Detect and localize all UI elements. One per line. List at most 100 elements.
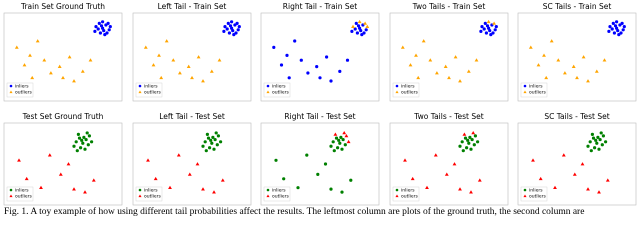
circle-marker: [360, 33, 364, 37]
circle-marker: [362, 31, 366, 35]
legend-box: [520, 186, 548, 202]
circle-marker: [103, 33, 107, 37]
circle-marker: [480, 25, 484, 29]
circle-marker: [234, 31, 238, 35]
circle-marker: [233, 23, 237, 27]
circle-marker: [469, 147, 473, 151]
circle-marker: [315, 65, 319, 69]
triangle-marker: [469, 190, 473, 194]
legend-label: outliers: [144, 194, 161, 200]
circle-marker: [608, 25, 612, 29]
triangle-marker: [452, 162, 457, 166]
triangle-marker: [212, 190, 216, 194]
legend-label: inliers: [529, 188, 543, 194]
triangle-marker: [433, 153, 438, 157]
triangle-marker: [605, 178, 610, 182]
circle-marker: [216, 134, 220, 138]
panel-title: SC Tails - Train Set: [543, 2, 612, 11]
circle-marker: [354, 21, 358, 25]
triangle-marker: [443, 64, 448, 68]
triangle-marker: [159, 75, 164, 80]
circle-marker: [601, 134, 606, 138]
circle-marker: [306, 71, 310, 75]
circle-marker: [96, 27, 100, 31]
triangle-marker: [542, 53, 546, 57]
triangle-marker: [528, 45, 533, 49]
circle-marker: [287, 76, 291, 80]
circle-marker: [93, 29, 97, 33]
triangle-marker: [28, 53, 32, 57]
triangle-marker: [434, 71, 439, 75]
circle-marker: [299, 58, 303, 62]
legend-box: [263, 186, 291, 202]
triangle-marker: [24, 176, 29, 181]
triangle-marker: [580, 162, 585, 166]
circle-marker: [305, 153, 309, 157]
circle-marker: [619, 31, 623, 35]
circle-marker: [615, 26, 619, 30]
triangle-marker: [346, 139, 351, 144]
circle-marker: [604, 140, 608, 144]
triangle-marker: [458, 79, 462, 83]
circle-marker: [598, 137, 602, 142]
circle-marker: [219, 140, 223, 144]
circle-marker: [329, 79, 333, 83]
circle-marker: [296, 186, 300, 190]
triangle-marker: [143, 45, 148, 49]
triangle-marker: [168, 185, 172, 190]
legend-label: inliers: [144, 188, 158, 194]
circle-marker: [79, 146, 83, 150]
circle-marker: [597, 147, 601, 151]
panel-frame: [389, 12, 509, 102]
circle-marker: [356, 24, 361, 28]
circle-marker: [222, 29, 226, 33]
circle-marker: [622, 25, 626, 29]
caption: Fig. 1. A toy example of how using diffe…: [4, 206, 584, 217]
triangle-marker: [88, 58, 93, 62]
legend-box: [135, 82, 163, 98]
circle-marker: [473, 134, 477, 138]
circle-marker: [613, 24, 618, 28]
circle-marker: [201, 144, 205, 148]
circle-marker: [353, 27, 357, 31]
circle-marker: [293, 39, 297, 43]
triangle-marker: [523, 90, 527, 94]
circle-marker: [138, 188, 142, 192]
circle-marker: [213, 137, 217, 142]
triangle-marker: [363, 21, 368, 25]
panel-title: Two Tails - Test Set: [413, 112, 483, 121]
triangle-marker: [357, 19, 362, 24]
circle-marker: [75, 149, 79, 153]
triangle-marker: [531, 158, 535, 162]
circle-marker: [488, 29, 492, 33]
circle-marker: [487, 26, 491, 30]
triangle-marker: [486, 19, 491, 24]
panel-frame: [517, 122, 637, 206]
triangle-marker: [157, 53, 161, 57]
circle-marker: [591, 136, 596, 140]
panel-title: Right Tail - Test Set: [284, 112, 355, 121]
triangle-marker: [91, 178, 96, 182]
triangle-marker: [9, 90, 13, 94]
circle-marker: [468, 135, 472, 139]
triangle-marker: [466, 69, 471, 73]
triangle-marker: [176, 153, 181, 157]
legend-label: outliers: [529, 90, 546, 96]
circle-marker: [86, 143, 90, 147]
circle-marker: [616, 29, 620, 33]
circle-marker: [209, 138, 213, 142]
legend-label: inliers: [272, 188, 286, 194]
triangle-marker: [586, 187, 590, 191]
triangle-marker: [66, 162, 71, 166]
triangle-marker: [30, 75, 35, 80]
legend-box: [263, 82, 291, 98]
circle-marker: [236, 28, 240, 32]
circle-marker: [99, 24, 104, 28]
circle-marker: [77, 136, 82, 140]
circle-marker: [463, 136, 468, 140]
circle-marker: [596, 135, 600, 139]
circle-marker: [621, 28, 625, 32]
triangle-marker: [138, 90, 142, 94]
triangle-marker: [57, 64, 62, 68]
legend-label: inliers: [529, 84, 543, 90]
